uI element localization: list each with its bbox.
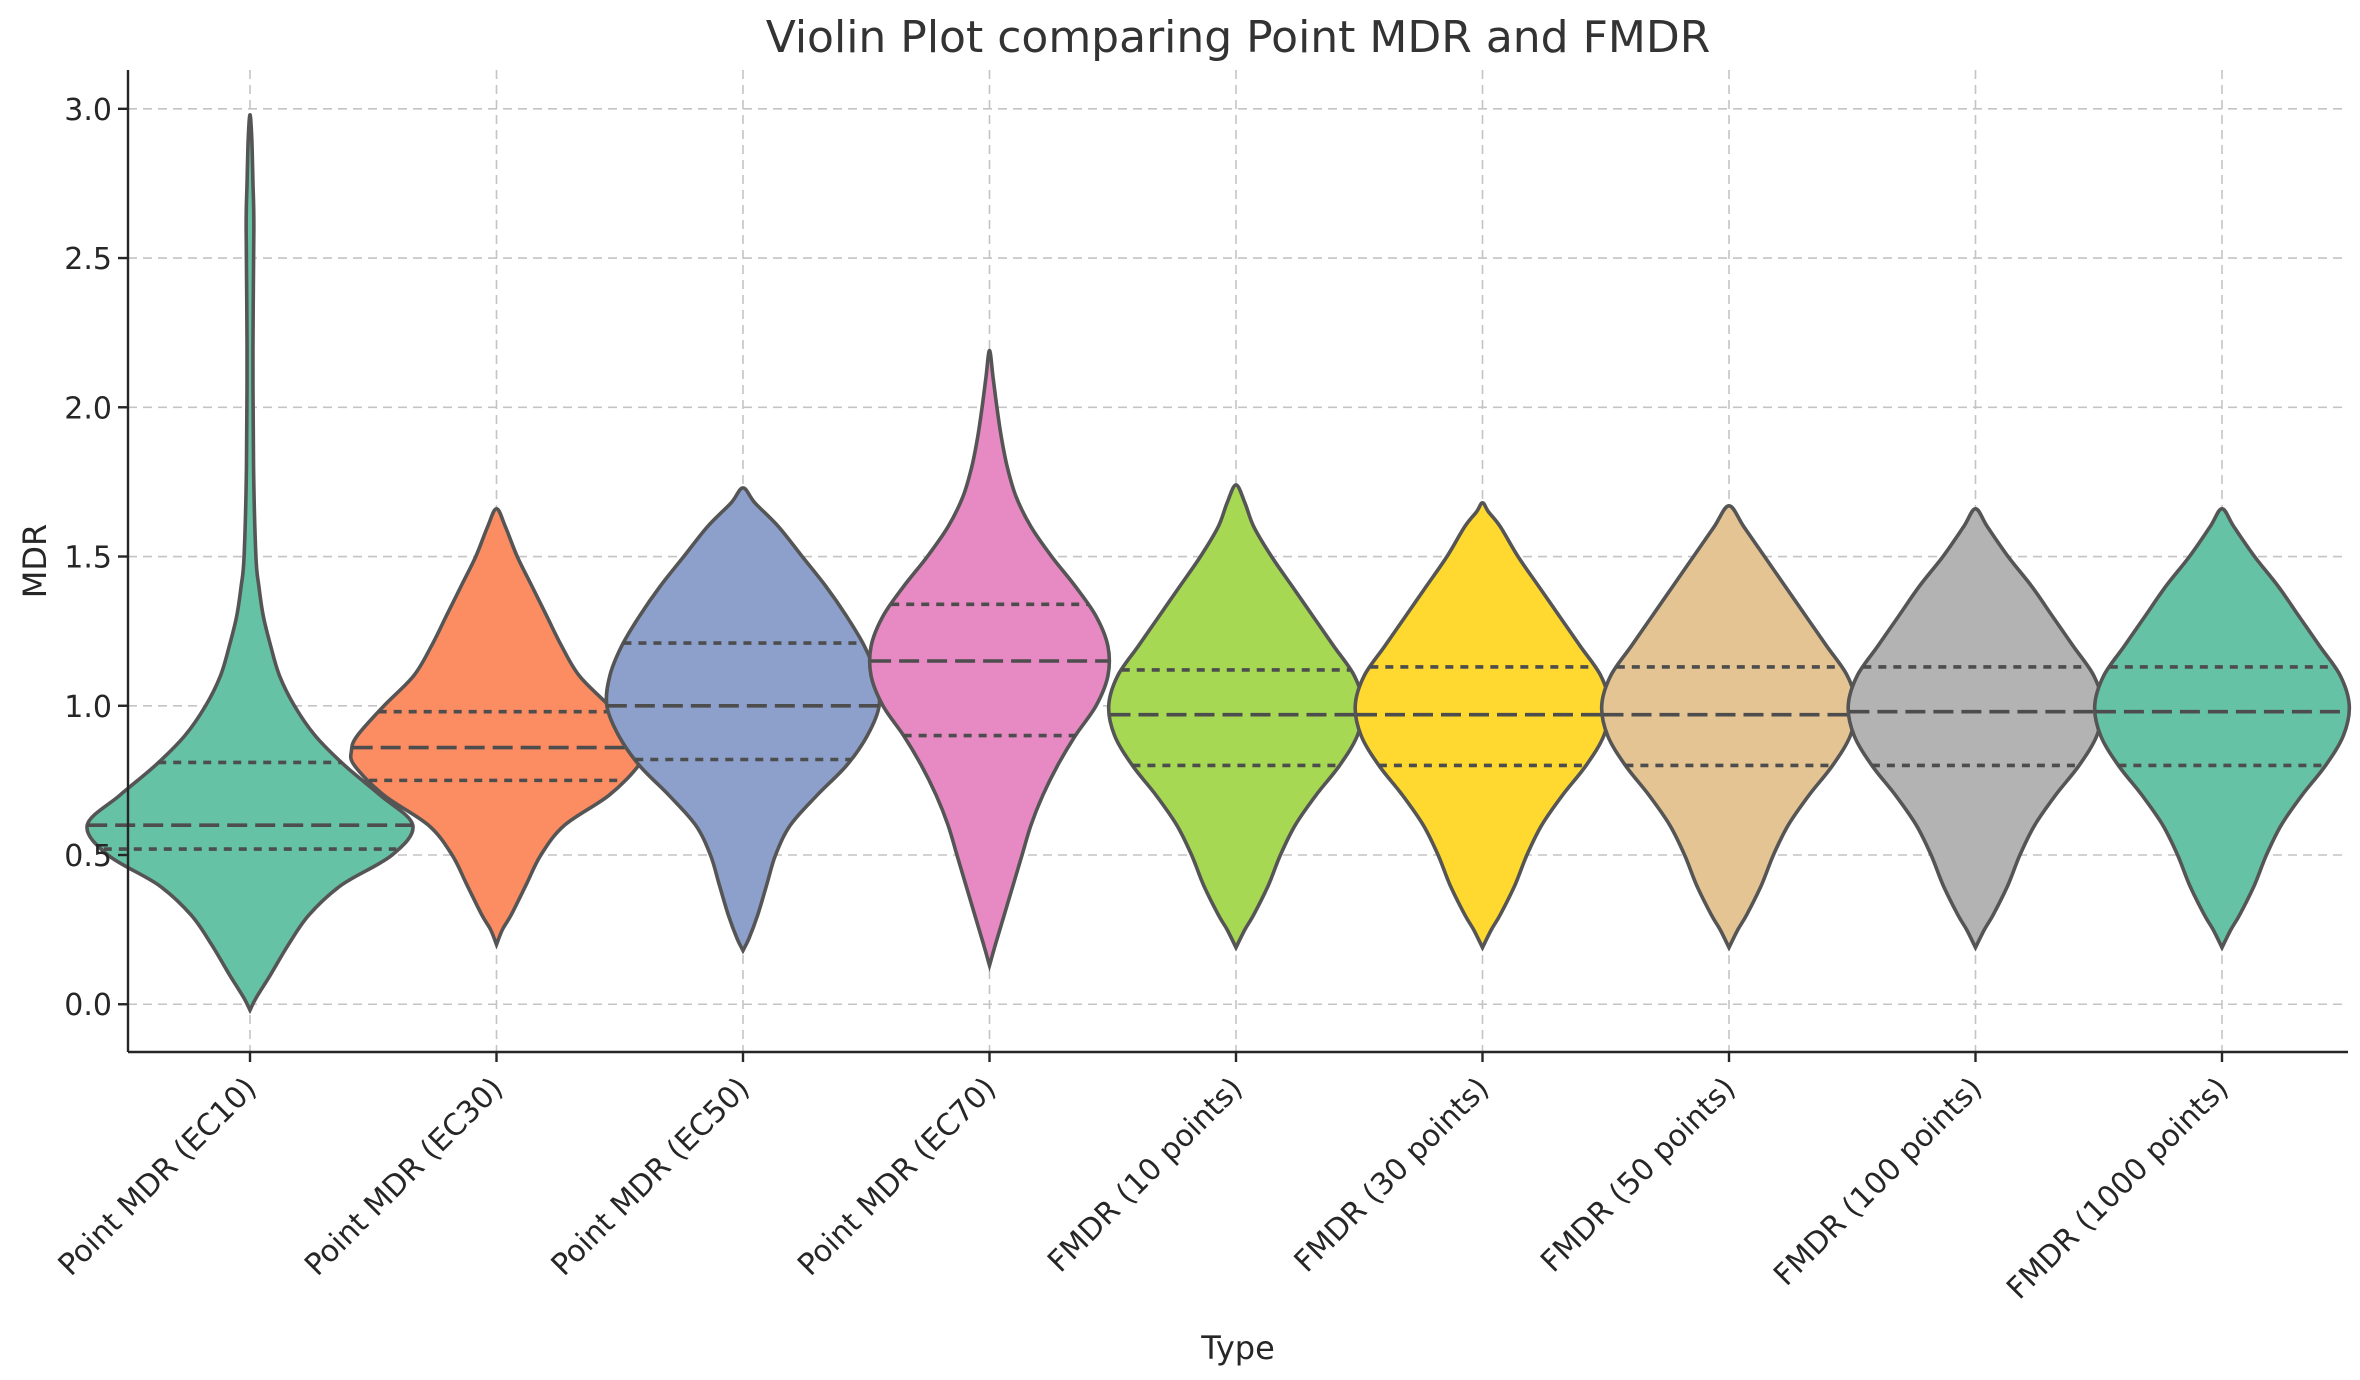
- violin-body: [867, 348, 1112, 973]
- x-tick-label: FMDR (10 points): [1041, 1071, 1250, 1280]
- y-tick-label: 0.5: [64, 839, 112, 874]
- violin-group: [85, 112, 415, 1015]
- violin-body: [1846, 506, 2105, 952]
- violin-group: [348, 506, 645, 950]
- y-tick-label: 3.0: [64, 93, 112, 128]
- violin-group: [1846, 506, 2105, 952]
- x-tick-label: FMDR (1000 points): [2000, 1071, 2236, 1307]
- y-tick-label: 2.5: [64, 242, 112, 277]
- violin-layer: [85, 112, 2352, 1015]
- violin-body: [604, 486, 882, 955]
- y-tick-label: 1.0: [64, 690, 112, 725]
- x-tick-label: FMDR (100 points): [1767, 1071, 1989, 1293]
- violin-group: [1106, 483, 1366, 952]
- x-tick-label: FMDR (30 points): [1288, 1071, 1497, 1280]
- violin-body: [2092, 506, 2352, 952]
- x-axis-label: Type: [1200, 1329, 1275, 1367]
- y-tick-label: 2.0: [64, 391, 112, 426]
- x-tick-label: Point MDR (EC70): [791, 1071, 1003, 1283]
- violin-body: [1353, 500, 1612, 952]
- x-tick-label: Point MDR (EC30): [298, 1071, 510, 1283]
- y-tick-label: 0.0: [64, 988, 112, 1023]
- y-axis-label: MDR: [16, 524, 54, 598]
- violin-body: [348, 506, 645, 950]
- x-tick-label: Point MDR (EC10): [52, 1071, 264, 1283]
- violin-group: [2092, 506, 2352, 952]
- y-tick-label: 1.5: [64, 541, 112, 576]
- violin-group: [604, 486, 882, 955]
- violin-group: [1353, 500, 1612, 952]
- violin-body: [1599, 503, 1859, 952]
- violin-group: [867, 348, 1112, 973]
- violin-body: [85, 112, 415, 1015]
- x-tick-label: FMDR (50 points): [1534, 1071, 1743, 1280]
- violin-group: [1599, 503, 1859, 952]
- chart-title: Violin Plot comparing Point MDR and FMDR: [766, 12, 1711, 63]
- axis-layer: [126, 70, 2348, 1054]
- x-tick-label: Point MDR (EC50): [545, 1071, 757, 1283]
